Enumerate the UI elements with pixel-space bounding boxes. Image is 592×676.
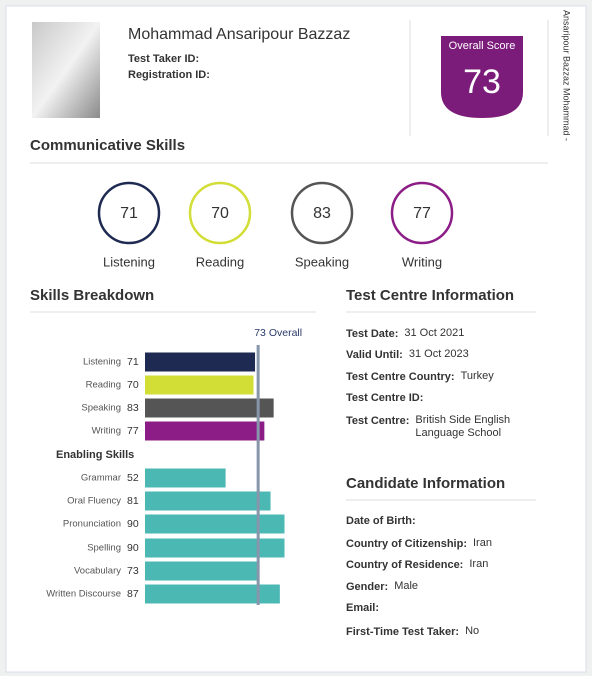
info-value: Iran bbox=[473, 537, 492, 549]
bar bbox=[145, 375, 254, 395]
bar-score: 70 bbox=[127, 379, 139, 391]
bar bbox=[145, 584, 280, 604]
candidate-name: Mohammad Ansaripour Bazzaz bbox=[128, 26, 350, 43]
bar-score: 90 bbox=[127, 542, 139, 554]
bar-score: 90 bbox=[127, 518, 139, 530]
info-label: Gender: bbox=[346, 581, 388, 593]
marker-text: Overall bbox=[269, 327, 302, 339]
bar-score: 83 bbox=[127, 402, 139, 414]
bar-score: 73 bbox=[127, 565, 139, 577]
skill-ring bbox=[390, 181, 454, 245]
bar-score: 71 bbox=[127, 356, 139, 368]
overall-score: 73 bbox=[463, 63, 501, 101]
bar bbox=[145, 398, 274, 418]
bar-label: Written Discourse bbox=[46, 589, 121, 600]
bar-label: Listening bbox=[83, 357, 121, 368]
info-label: Test Centre Country: bbox=[346, 371, 455, 383]
bar-label: Vocabulary bbox=[74, 566, 121, 577]
section-title: Candidate Information bbox=[346, 475, 505, 492]
photo bbox=[32, 22, 100, 118]
bar-label: Grammar bbox=[81, 473, 121, 484]
overall-label: Overall Score bbox=[449, 40, 516, 52]
skill-name: Listening bbox=[103, 254, 155, 269]
section-title: Communicative Skills bbox=[30, 137, 185, 154]
section-title: Test Centre Information bbox=[346, 287, 514, 304]
side-text: Ansaripour Bazzaz Mohammad - bbox=[562, 10, 572, 141]
bar-label: Spelling bbox=[87, 543, 121, 554]
bar-score: 52 bbox=[127, 472, 139, 484]
info-value: Male bbox=[394, 580, 419, 592]
bar-score: 87 bbox=[127, 588, 139, 600]
bar-label: Speaking bbox=[81, 403, 121, 414]
bar-label: Reading bbox=[86, 380, 121, 391]
skill-name: Writing bbox=[402, 254, 442, 269]
enabling-title: Enabling Skills bbox=[56, 449, 134, 461]
bar-label: Oral Fluency bbox=[67, 496, 121, 507]
bar bbox=[145, 538, 285, 558]
skill-score: 71 bbox=[120, 205, 138, 222]
skill-score: 77 bbox=[413, 205, 431, 222]
id-label: Registration ID: bbox=[128, 69, 210, 81]
skill-name: Reading bbox=[196, 254, 244, 269]
skill-name: Speaking bbox=[295, 254, 349, 269]
info-label: Email: bbox=[346, 602, 379, 614]
bar bbox=[145, 491, 271, 511]
info-label: Test Centre ID: bbox=[346, 392, 423, 404]
info-value: Iran bbox=[469, 558, 489, 570]
bar bbox=[145, 561, 259, 581]
skill-ring bbox=[97, 181, 161, 245]
info-label: Country of Citizenship: bbox=[346, 538, 467, 550]
info-value: 31 Oct 2021 bbox=[404, 327, 465, 339]
marker-value: 73 bbox=[254, 327, 266, 339]
info-value: British Side English Language School bbox=[415, 414, 511, 439]
overall-badge bbox=[441, 36, 523, 118]
skill-score: 83 bbox=[313, 205, 331, 222]
bar-label: Writing bbox=[92, 426, 121, 437]
info-label: Date of Birth: bbox=[346, 515, 416, 527]
bar bbox=[145, 352, 256, 372]
info-label: Valid Until: bbox=[346, 349, 403, 361]
info-label: Country of Residence: bbox=[346, 559, 463, 571]
bar-label: Pronunciation bbox=[63, 519, 121, 530]
info-label: Test Date: bbox=[346, 328, 398, 340]
bar-score: 81 bbox=[127, 495, 139, 507]
skill-score: 70 bbox=[211, 205, 229, 222]
id-label: Test Taker ID: bbox=[128, 53, 199, 65]
bar bbox=[145, 468, 226, 488]
bar bbox=[145, 514, 285, 534]
bar bbox=[145, 421, 265, 441]
info-value: 31 Oct 2023 bbox=[408, 348, 469, 360]
info-value: No bbox=[465, 625, 480, 637]
overall-marker-label: 73 Overall bbox=[254, 327, 302, 339]
section-title: Skills Breakdown bbox=[30, 287, 154, 304]
bar-score: 77 bbox=[127, 425, 139, 437]
info-label: First-Time Test Taker: bbox=[346, 626, 459, 638]
info-label: Test Centre: bbox=[346, 415, 409, 427]
skill-ring bbox=[290, 181, 354, 245]
skill-ring bbox=[188, 181, 252, 245]
info-value: Turkey bbox=[460, 370, 494, 382]
